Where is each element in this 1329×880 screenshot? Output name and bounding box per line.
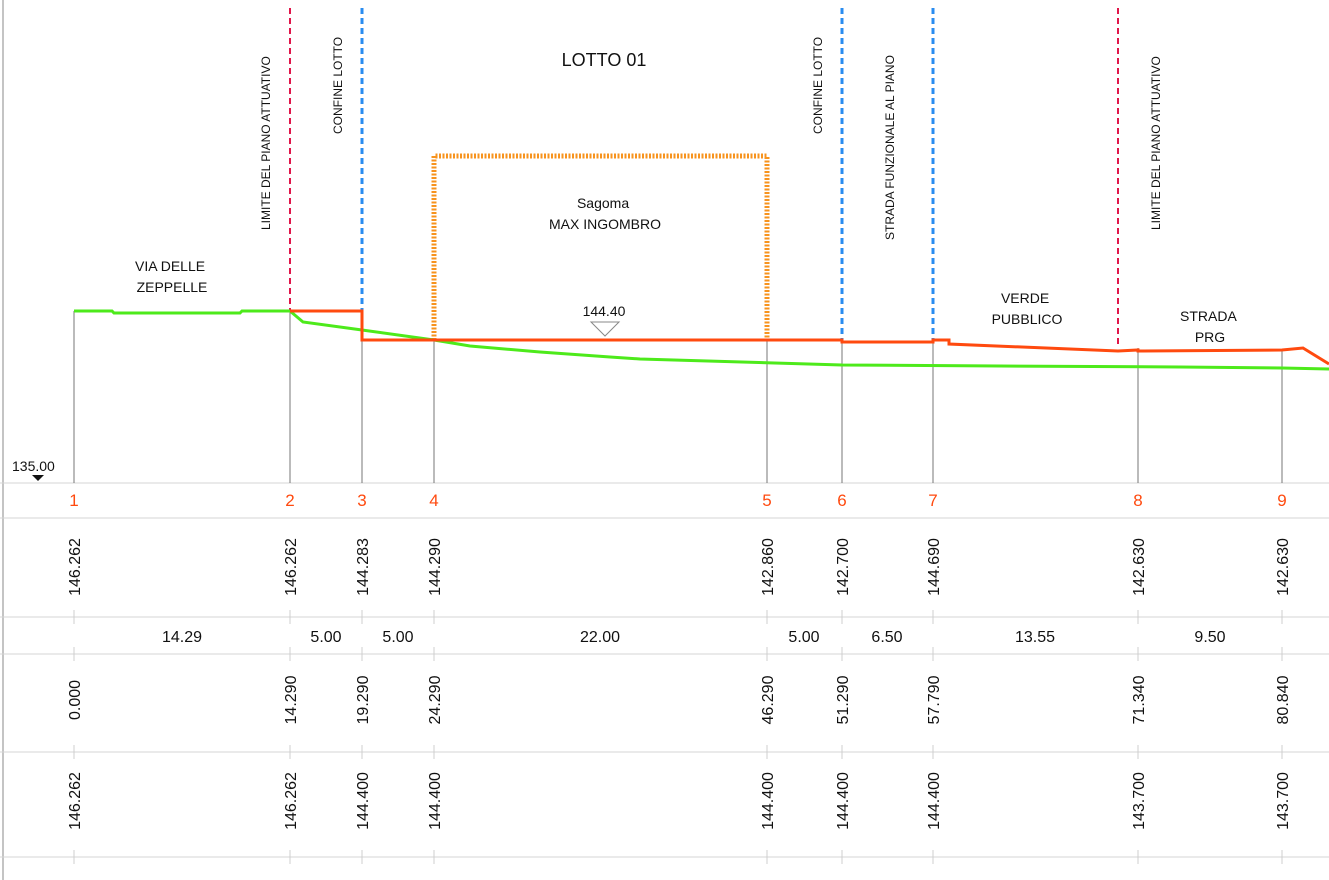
strada-prg-label: STRADA PRG [1180,308,1240,345]
existing-levels-row: 146.262 146.262 144.283 144.290 142.860 … [67,538,1292,596]
existing-level: 142.700 [835,538,852,596]
table-ticks [74,610,1282,864]
confine-lotto-label-left: CONFINE LOTTO [331,37,345,134]
point-numbers: 1 2 3 4 5 6 7 8 9 [69,491,1286,510]
project-level: 146.262 [67,772,84,830]
partial-distance: 13.55 [1015,629,1055,646]
point-number: 9 [1277,491,1286,510]
progressive-distance: 71.340 [1131,675,1148,724]
project-level: 144.400 [760,772,777,830]
progressive-distance: 24.290 [427,675,444,724]
progressive-distance: 80.840 [1275,675,1292,724]
point-number: 6 [837,491,846,510]
project-level: 143.700 [1131,772,1148,830]
progressive-distance: 51.290 [835,675,852,724]
partial-distance: 5.00 [382,629,413,646]
project-level: 143.700 [1275,772,1292,830]
existing-level: 146.262 [67,538,84,596]
existing-level: 146.262 [283,538,300,596]
existing-level: 142.630 [1275,538,1292,596]
partial-distance: 5.00 [310,629,341,646]
point-number: 3 [357,491,366,510]
via-delle-zeppelle-label: VIA DELLE ZEPPELLE [135,258,209,295]
project-level: 146.262 [283,772,300,830]
progressive-distance: 46.290 [760,675,777,724]
project-level: 144.400 [926,772,943,830]
project-levels-row: 146.262 146.262 144.400 144.400 144.400 … [67,772,1292,830]
point-number: 2 [285,491,294,510]
progressive-distances-row: 0.000 14.290 19.290 24.290 46.290 51.290… [67,675,1292,724]
partial-distance: 14.29 [162,629,202,646]
point-number: 5 [762,491,771,510]
progressive-distance: 57.790 [926,675,943,724]
progressive-distance: 14.290 [283,675,300,724]
sagoma-label: Sagoma MAX INGOMBRO [549,195,661,232]
existing-level: 144.290 [427,538,444,596]
existing-level: 142.860 [760,538,777,596]
strada-funzionale-label: STRADA FUNZIONALE AL PIANO [883,55,897,240]
project-line [290,311,1329,364]
lot-title: LOTTO 01 [562,50,647,70]
point-number: 1 [69,491,78,510]
reference-level: 135.00 [12,458,55,474]
partial-distance: 5.00 [788,629,819,646]
project-level: 144.400 [427,772,444,830]
point-number: 7 [928,491,937,510]
point-number: 4 [429,491,438,510]
limite-piano-label-right: LIMITE DEL PIANO ATTUATIVO [1149,56,1163,230]
limite-piano-label-left: LIMITE DEL PIANO ATTUATIVO [259,56,273,230]
partial-distance: 9.50 [1194,629,1225,646]
existing-level: 144.690 [926,538,943,596]
station-lines [74,311,1282,483]
reference-level-marker-icon [32,475,44,481]
existing-level: 142.630 [1131,538,1148,596]
confine-lotto-label-right: CONFINE LOTTO [811,37,825,134]
project-level-marker-icon [591,322,619,336]
partial-distance: 6.50 [871,629,902,646]
verde-pubblico-label: VERDE PUBBLICO [992,290,1063,327]
project-level-mark: 144.40 [583,303,626,319]
point-number: 8 [1133,491,1142,510]
existing-level: 144.283 [355,538,372,596]
table-grid [0,483,1329,857]
progressive-distance: 19.290 [355,675,372,724]
project-level: 144.400 [835,772,852,830]
project-level: 144.400 [355,772,372,830]
partial-distances-row: 14.29 5.00 5.00 22.00 5.00 6.50 13.55 9.… [162,629,1226,646]
progressive-distance: 0.000 [67,680,84,720]
partial-distance: 22.00 [580,629,620,646]
